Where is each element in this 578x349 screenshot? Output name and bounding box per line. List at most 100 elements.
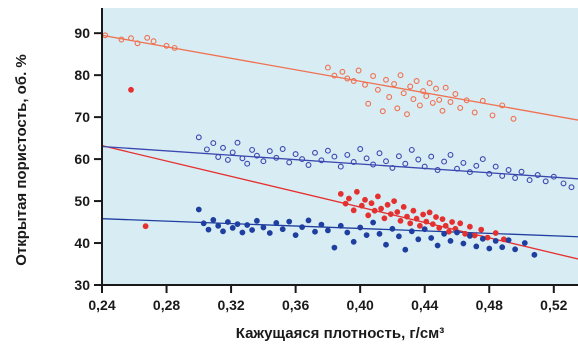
series-2-point	[337, 190, 344, 197]
series-3-point	[402, 160, 409, 167]
data-points	[102, 32, 575, 258]
series-1-point	[150, 38, 157, 45]
series-4-point	[299, 224, 305, 230]
series-2-point	[371, 207, 378, 214]
series-3-point	[428, 153, 435, 160]
series-1-point	[436, 96, 443, 103]
series-4-point	[383, 241, 389, 248]
series-1-point	[457, 104, 464, 111]
series-4-point	[492, 237, 499, 244]
series-1-point	[426, 80, 433, 87]
series-3-point	[441, 158, 448, 165]
series-3-point	[395, 153, 402, 160]
series-4-point	[441, 230, 447, 237]
series-1-point	[324, 64, 331, 71]
series-2-point	[484, 234, 491, 241]
series-1-point	[118, 36, 125, 43]
series-3-point	[370, 161, 377, 168]
series-1-point	[134, 40, 141, 47]
series-1-point	[365, 100, 372, 107]
series-4-point	[215, 222, 222, 229]
series-2-point	[426, 209, 433, 216]
series-4-point	[239, 229, 246, 236]
series-2-point	[397, 217, 404, 224]
series-3-point	[486, 170, 493, 177]
x-tick-label: 0,44	[411, 297, 438, 313]
series-2-point	[445, 228, 452, 235]
series-3-point	[512, 175, 519, 181]
series-2-point	[466, 223, 473, 230]
series-4-point	[454, 229, 460, 236]
series-2-point	[374, 193, 381, 200]
series-4-point	[460, 240, 467, 247]
series-4-point	[234, 221, 241, 227]
series-2-point	[423, 218, 430, 225]
series-4-point	[479, 235, 486, 242]
series-1-point	[339, 68, 346, 75]
series-2-point	[345, 195, 352, 202]
series-3-point	[286, 159, 293, 166]
series-4-point	[331, 244, 338, 251]
series-3-point	[195, 134, 202, 141]
series-4-point	[260, 224, 267, 231]
series-3-point	[350, 159, 357, 165]
series-2-point	[439, 216, 446, 222]
series-4-point	[286, 218, 293, 225]
series-2-point	[358, 202, 365, 209]
series-2-point	[410, 207, 417, 214]
series-2-point	[413, 215, 420, 222]
x-tick-label: 0,32	[217, 297, 244, 313]
series-3-point	[312, 149, 318, 156]
x-axis-ticks: 0,24 0,28 0,32 0,36 0,40 0,44 0,48 0,52	[88, 285, 568, 313]
series-4-point	[370, 219, 376, 226]
x-tick-label: 0,28	[153, 297, 180, 313]
series-1-point	[144, 34, 151, 41]
series-4-point	[324, 227, 331, 234]
series-4-point	[473, 243, 480, 250]
series-3-point	[560, 180, 567, 187]
series-1-point	[410, 96, 417, 103]
series-4-point	[521, 240, 528, 246]
series-4-point	[376, 230, 383, 237]
series-3-point	[466, 169, 473, 176]
series-3-point	[210, 140, 217, 147]
series-4-point	[505, 237, 512, 243]
series-2-point	[420, 211, 426, 218]
series-2-point	[416, 222, 423, 229]
series-1-point	[163, 42, 170, 49]
series-3-point	[357, 146, 364, 152]
series-4-point	[357, 224, 364, 231]
series-3-point	[542, 178, 549, 185]
y-tick-label: 50	[74, 193, 90, 209]
series-4-point	[279, 226, 286, 233]
series-4-point	[210, 216, 217, 223]
series-4-point	[292, 232, 299, 238]
series-1-point	[489, 112, 496, 119]
series-3-point	[550, 173, 557, 180]
series-2-point	[368, 200, 375, 207]
series-1-point	[433, 85, 439, 92]
series-3-point	[229, 149, 236, 156]
x-axis-title: Кажущаяся плотность, г/см³	[236, 325, 445, 342]
series-1-point	[471, 109, 478, 116]
series-4-point	[389, 225, 396, 232]
y-tick-label: 70	[74, 109, 90, 125]
series-3-point	[408, 146, 415, 153]
series-2-point	[478, 226, 485, 233]
series-3-point	[344, 151, 351, 158]
series-4-point	[229, 224, 236, 231]
series-2-point	[394, 209, 401, 215]
series-3-point	[239, 155, 246, 162]
series-4-point	[512, 246, 518, 253]
series-3-point	[383, 158, 389, 165]
series-2-point	[433, 214, 439, 220]
series-4-point	[466, 232, 473, 239]
series-4-point	[363, 232, 370, 238]
series-4-point	[318, 221, 325, 228]
series-4-point	[531, 251, 538, 258]
series-3-point	[568, 184, 575, 191]
series-3-point	[505, 167, 512, 173]
series-3-point	[266, 148, 273, 155]
y-tick-label: 90	[74, 25, 90, 41]
series-4-point	[253, 217, 260, 224]
